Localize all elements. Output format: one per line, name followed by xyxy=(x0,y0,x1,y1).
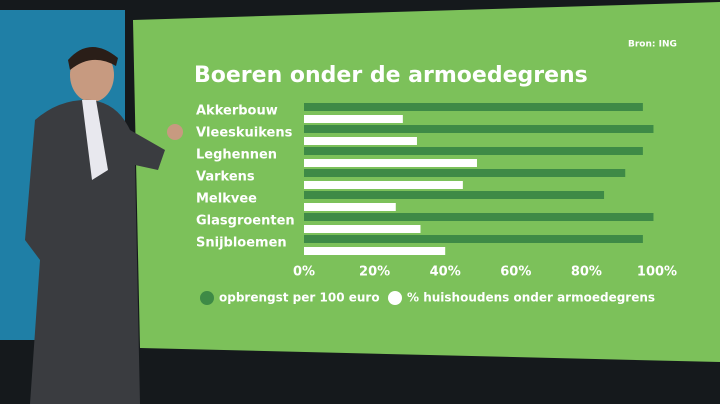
bar xyxy=(304,191,605,199)
x-tick-label: 20% xyxy=(359,265,390,280)
category-label: Glasgroenten xyxy=(196,214,295,229)
chart-title: Boeren onder de armoedegrens xyxy=(194,63,588,88)
legend-swatch xyxy=(200,291,214,305)
bar xyxy=(304,225,421,233)
legend-label: opbrengst per 100 euro xyxy=(219,291,380,305)
x-tick-label: 80% xyxy=(571,265,602,280)
suit xyxy=(25,99,165,404)
bar xyxy=(304,169,626,177)
presenter xyxy=(25,46,183,404)
shirt xyxy=(82,100,108,180)
x-tick-label: 60% xyxy=(500,265,531,280)
hand xyxy=(167,124,183,140)
category-label: Varkens xyxy=(196,170,255,185)
x-tick-label: 0% xyxy=(293,265,315,280)
bar xyxy=(304,103,643,111)
bar xyxy=(304,247,446,255)
bar xyxy=(304,137,417,145)
category-label: Snijbloemen xyxy=(196,236,287,251)
x-tick-label: 100% xyxy=(637,265,677,280)
x-tick-label: 40% xyxy=(430,265,461,280)
source: Bron: ING xyxy=(628,40,677,50)
bar xyxy=(304,203,396,211)
category-label: Akkerbouw xyxy=(196,104,278,119)
bar xyxy=(304,125,654,133)
bar xyxy=(304,115,403,123)
bar xyxy=(304,181,463,189)
legend-swatch xyxy=(388,291,402,305)
category-label: Vleeskuikens xyxy=(196,126,293,141)
bar xyxy=(304,213,654,221)
category-label: Melkvee xyxy=(196,192,257,207)
bar xyxy=(304,159,477,167)
hair xyxy=(68,46,118,70)
category-label: Leghennen xyxy=(196,148,277,163)
bar xyxy=(304,235,643,243)
bar xyxy=(304,147,643,155)
legend-label: % huishoudens onder armoedegrens xyxy=(407,291,655,305)
